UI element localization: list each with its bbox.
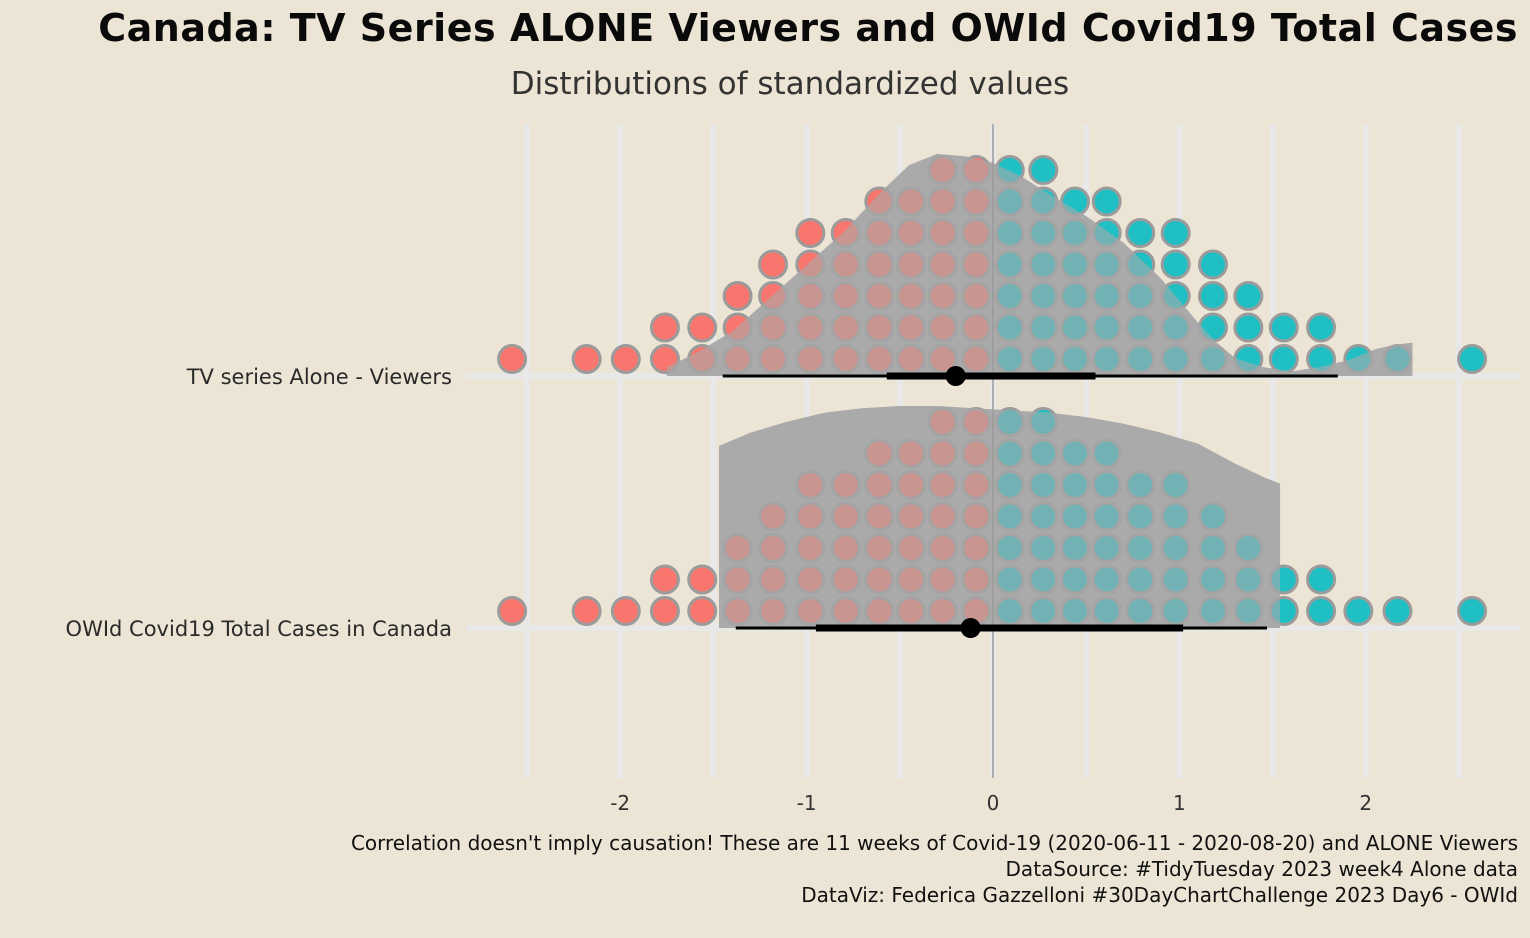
x-tick-label: -1	[797, 791, 817, 815]
data-dot	[795, 218, 826, 248]
caption-line-datasource: DataSource: #TidyTuesday 2023 week4 Alon…	[1005, 857, 1518, 881]
data-dot	[1268, 344, 1299, 374]
data-dot	[571, 596, 602, 626]
chart-subtitle: Distributions of standardized values	[510, 66, 1070, 102]
data-dot	[1028, 155, 1059, 185]
caption-line-dataviz: DataViz: Federica Gazzelloni #30DayChart…	[801, 883, 1518, 907]
x-tick-label: 2	[1359, 791, 1372, 815]
data-dot	[1306, 312, 1337, 343]
data-dot	[1197, 249, 1228, 280]
data-dot	[610, 596, 641, 626]
axis-layer: TV series Alone - Viewers OWId Covid19 To…	[66, 365, 1373, 815]
data-dot	[1125, 218, 1156, 248]
y-category-label: OWId Covid19 Total Cases in Canada	[66, 617, 452, 641]
data-dot	[1160, 218, 1191, 248]
caption: Correlation doesn't imply causation! The…	[351, 830, 1518, 908]
x-tick-label: 0	[987, 791, 1000, 815]
chart-title: Canada: TV Series ALONE Viewers and OWId…	[98, 6, 1518, 50]
data-dot	[687, 312, 718, 343]
interval-layer	[722, 366, 1338, 638]
data-dot	[1306, 596, 1337, 626]
data-dot	[1457, 596, 1488, 626]
data-dot	[758, 249, 789, 280]
data-dot	[610, 344, 641, 374]
median-point	[945, 366, 966, 386]
median-point	[960, 618, 981, 638]
overlay-layer	[666, 124, 1413, 778]
caption-line-correlation: Correlation doesn't imply causation! The…	[350, 831, 1518, 855]
data-dot	[1268, 312, 1299, 343]
data-dot	[687, 596, 718, 626]
data-dot	[649, 596, 680, 626]
data-dot	[1160, 249, 1191, 280]
data-dot	[649, 564, 680, 595]
data-dot	[497, 344, 528, 374]
data-dot	[1197, 281, 1228, 311]
data-dot	[649, 312, 680, 343]
data-dot	[1343, 596, 1374, 626]
data-dot	[1306, 564, 1337, 595]
density-overlay	[666, 154, 1413, 376]
data-dot	[571, 344, 602, 374]
x-tick-label: -2	[610, 791, 630, 815]
data-dot	[1457, 344, 1488, 374]
data-dot	[722, 281, 753, 311]
data-dot	[1091, 186, 1122, 217]
x-tick-label: 1	[1173, 791, 1186, 815]
data-dot	[497, 596, 528, 626]
y-category-label: TV series Alone - Viewers	[186, 365, 452, 389]
density-overlay	[718, 406, 1281, 628]
data-dot	[687, 564, 718, 595]
data-dot	[1382, 596, 1413, 626]
data-dot	[1233, 281, 1264, 311]
data-dot	[1233, 312, 1264, 343]
